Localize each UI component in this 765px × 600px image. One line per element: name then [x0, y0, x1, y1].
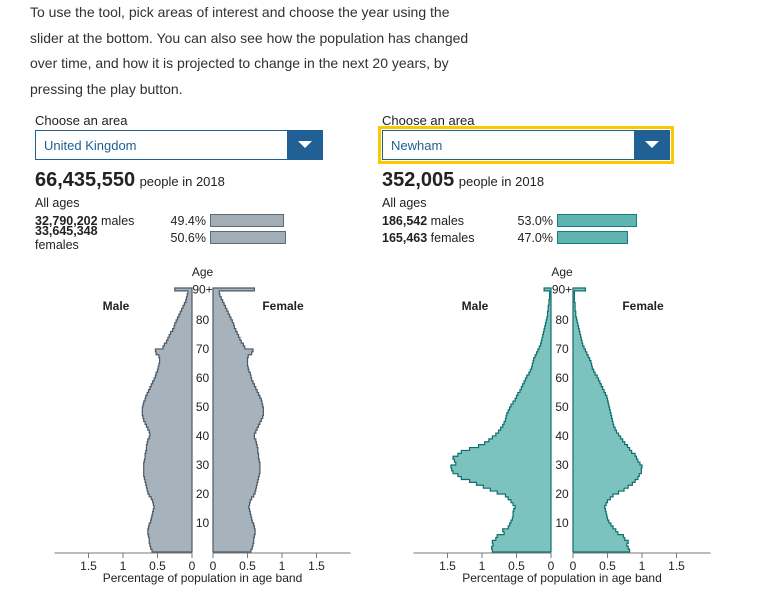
males-row: 32,790,202 males 49.4% [35, 212, 335, 229]
males-word: males [101, 213, 135, 228]
age-tick-label: 80 [555, 313, 569, 327]
age-tick-label: 20 [196, 487, 210, 501]
intro-line: pressing the play button. [30, 80, 183, 97]
x-tick-label: 0.5 [599, 559, 616, 573]
males-pct: 49.4% [170, 213, 206, 228]
x-tick-label: 0 [548, 559, 555, 573]
age-tick-label: 10 [196, 516, 210, 530]
x-tick-label: 1.5 [439, 559, 456, 573]
choose-area-label: Choose an area [382, 113, 475, 128]
age-tick-label: 70 [196, 342, 210, 356]
intro-line: To use the tool, pick areas of interest … [30, 4, 450, 20]
age-tick-label: 90+ [192, 283, 212, 297]
age-tick-label: 40 [196, 429, 210, 443]
area-select-value: United Kingdom [44, 137, 137, 153]
area-select[interactable]: United Kingdom [35, 129, 323, 160]
age-tick-label: 60 [196, 371, 210, 385]
x-axis-title: Percentage of population in age band [103, 571, 303, 585]
females-count: 33,645,348 [35, 223, 98, 238]
male-population-area [141, 287, 193, 553]
males-count: 32,790,202 [35, 213, 98, 228]
female-population-area [572, 287, 643, 553]
all-ages-label: All ages [35, 196, 80, 210]
females-pct: 47.0% [517, 230, 553, 245]
x-tick-label: 1 [279, 559, 286, 573]
females-pct: 50.6% [170, 230, 206, 245]
female-population-area [212, 287, 264, 553]
x-tick-label: 0 [210, 559, 217, 573]
all-ages-label: All ages [382, 196, 427, 210]
dropdown-button[interactable] [634, 129, 670, 160]
total-population-suffix: people in 2018 [458, 174, 545, 189]
x-tick-label: 1.5 [308, 559, 325, 573]
intro-line: over time, and how it is projected to ch… [30, 55, 449, 71]
females-row: 33,645,348 females 50.6% [35, 224, 335, 252]
females-word: females [35, 237, 79, 252]
males-pct: 53.0% [517, 213, 553, 228]
x-tick-label: 1 [479, 559, 486, 573]
area-select[interactable]: Newham [378, 126, 674, 164]
age-axis-label: Age [192, 265, 214, 279]
intro-line: slider at the bottom. You can also see h… [30, 29, 469, 46]
x-tick-label: 1 [120, 559, 127, 573]
total-population-value: 66,435,550 [35, 169, 136, 191]
dropdown-button[interactable] [287, 129, 323, 160]
age-axis-label: Age [551, 265, 573, 279]
total-population: 66,435,550 people in 2018 [35, 168, 335, 192]
age-tick-label: 20 [555, 487, 569, 501]
male-label: Male [103, 299, 130, 313]
intro-text: To use the tool, pick areas of interest … [30, 0, 500, 102]
age-tick-label: 80 [196, 313, 210, 327]
females-count: 165,463 [382, 230, 428, 245]
area-panel-right: Choose an area Newham 352,005 people in … [378, 112, 682, 246]
age-tick-label: 50 [196, 400, 210, 414]
x-tick-label: 0 [570, 559, 577, 573]
age-tick-label: 30 [555, 458, 569, 472]
age-tick-label: 40 [555, 429, 569, 443]
age-tick-label: 70 [555, 342, 569, 356]
chevron-down-icon [298, 141, 312, 148]
females-row: 165,463 females 47.0% [382, 229, 682, 246]
males-bar [210, 214, 285, 227]
total-population-suffix: people in 2018 [139, 174, 225, 189]
area-panel-left: Choose an area United Kingdom 66,435,550… [35, 112, 335, 252]
males-row: 186,542 males 53.0% [382, 212, 682, 229]
total-population: 352,005 people in 2018 [382, 168, 682, 192]
area-select-value: Newham [391, 137, 443, 153]
chevron-down-icon [645, 141, 659, 148]
male-population-area [450, 287, 552, 553]
males-word: males [430, 213, 465, 228]
females-word: females [430, 230, 475, 245]
choose-area-label: Choose an area [35, 113, 128, 128]
age-tick-label: 10 [555, 516, 569, 530]
x-tick-label: 1 [639, 559, 646, 573]
age-tick-label: 60 [555, 371, 569, 385]
x-tick-label: 0.5 [149, 559, 166, 573]
males-count: 186,542 [382, 213, 428, 228]
total-population-value: 352,005 [382, 169, 455, 191]
female-label: Female [622, 299, 664, 313]
x-tick-label: 1.5 [668, 559, 685, 573]
females-bar [210, 231, 286, 244]
x-tick-label: 1.5 [80, 559, 97, 573]
age-tick-label: 90+ [552, 283, 572, 297]
x-tick-label: 0.5 [239, 559, 256, 573]
x-tick-label: 0.5 [508, 559, 525, 573]
males-bar [557, 214, 637, 227]
x-axis-title: Percentage of population in age band [462, 571, 662, 585]
age-tick-label: 50 [555, 400, 569, 414]
age-tick-label: 30 [196, 458, 210, 472]
x-tick-label: 0 [189, 559, 196, 573]
male-label: Male [462, 299, 489, 313]
female-label: Female [262, 299, 304, 313]
females-bar [557, 231, 628, 244]
